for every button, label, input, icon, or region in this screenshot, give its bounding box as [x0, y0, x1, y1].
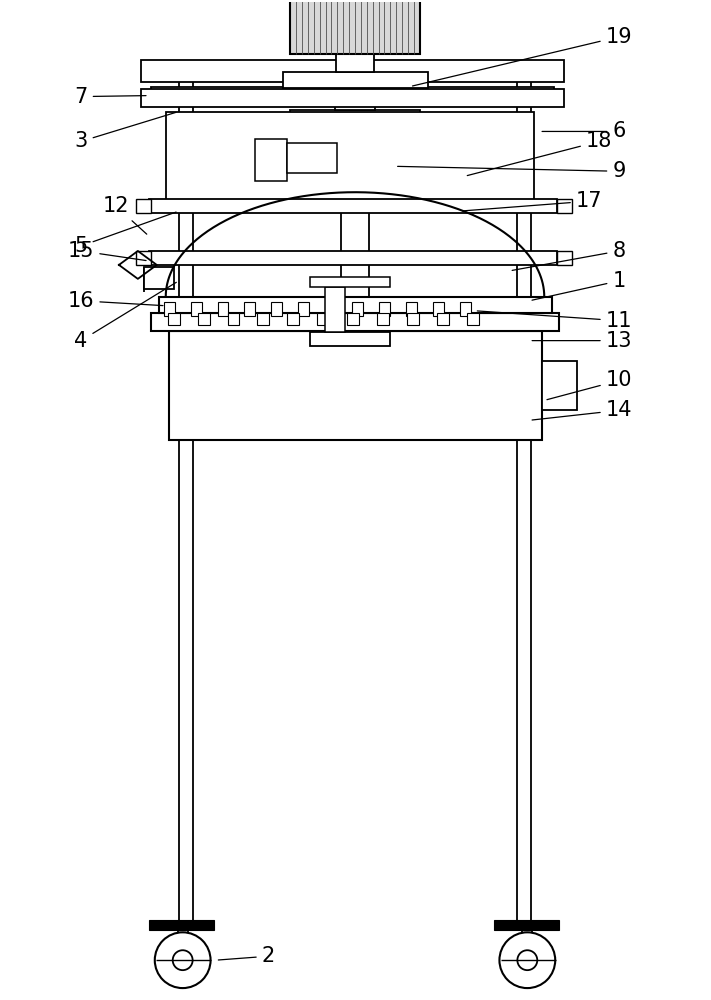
Bar [159, 297, 552, 313]
Bar [136, 251, 151, 265]
Text: 7: 7 [75, 87, 146, 107]
Bar [149, 199, 557, 213]
Bar [191, 302, 202, 316]
Bar [141, 89, 565, 107]
Bar [245, 302, 255, 316]
Bar [290, 110, 419, 174]
Bar [283, 72, 428, 88]
Bar [347, 313, 359, 325]
Bar [151, 87, 554, 105]
Bar [406, 302, 417, 316]
Bar [149, 920, 213, 930]
Bar [325, 287, 345, 332]
Bar [166, 112, 534, 201]
Text: 2: 2 [218, 946, 275, 966]
Bar [379, 302, 390, 316]
Text: 3: 3 [75, 112, 176, 151]
Bar [377, 313, 389, 325]
Text: 16: 16 [68, 291, 163, 311]
Bar [144, 267, 173, 289]
Bar [257, 313, 269, 325]
Bar [287, 143, 337, 173]
Bar [352, 302, 363, 316]
Text: 10: 10 [547, 370, 632, 400]
Text: 6: 6 [542, 121, 626, 141]
Bar [466, 313, 479, 325]
Bar [494, 920, 559, 930]
Bar [437, 313, 449, 325]
Bar [336, 54, 374, 72]
Bar [136, 199, 151, 213]
Bar [151, 313, 559, 331]
Bar [335, 88, 375, 110]
Text: 11: 11 [477, 311, 632, 331]
Bar [218, 302, 228, 316]
Bar [228, 313, 240, 325]
Text: 5: 5 [75, 212, 176, 256]
Text: 17: 17 [462, 191, 602, 211]
Bar [542, 361, 577, 410]
Bar [557, 251, 572, 265]
Bar [149, 251, 557, 265]
Text: 19: 19 [412, 27, 632, 86]
Text: 13: 13 [532, 331, 632, 351]
Bar [557, 199, 572, 213]
Text: 1: 1 [532, 271, 626, 300]
Bar [168, 313, 180, 325]
Bar [433, 302, 444, 316]
Text: 12: 12 [102, 196, 146, 234]
Bar [310, 332, 390, 346]
Text: 15: 15 [68, 241, 146, 261]
Bar [141, 60, 565, 82]
Bar [459, 302, 471, 316]
Text: 14: 14 [532, 400, 632, 420]
Bar [272, 302, 282, 316]
Bar [255, 139, 287, 181]
Bar [407, 313, 419, 325]
Bar [198, 313, 210, 325]
Text: 18: 18 [467, 131, 612, 176]
Bar [164, 302, 175, 316]
Text: 8: 8 [512, 241, 626, 270]
Bar [287, 313, 299, 325]
Bar [310, 277, 390, 287]
Bar [298, 302, 309, 316]
Bar [325, 302, 336, 316]
Bar [290, 0, 419, 54]
Bar [317, 313, 329, 325]
Bar [333, 174, 378, 192]
Bar [169, 331, 542, 440]
Text: 4: 4 [75, 282, 176, 351]
Text: 9: 9 [397, 161, 626, 181]
